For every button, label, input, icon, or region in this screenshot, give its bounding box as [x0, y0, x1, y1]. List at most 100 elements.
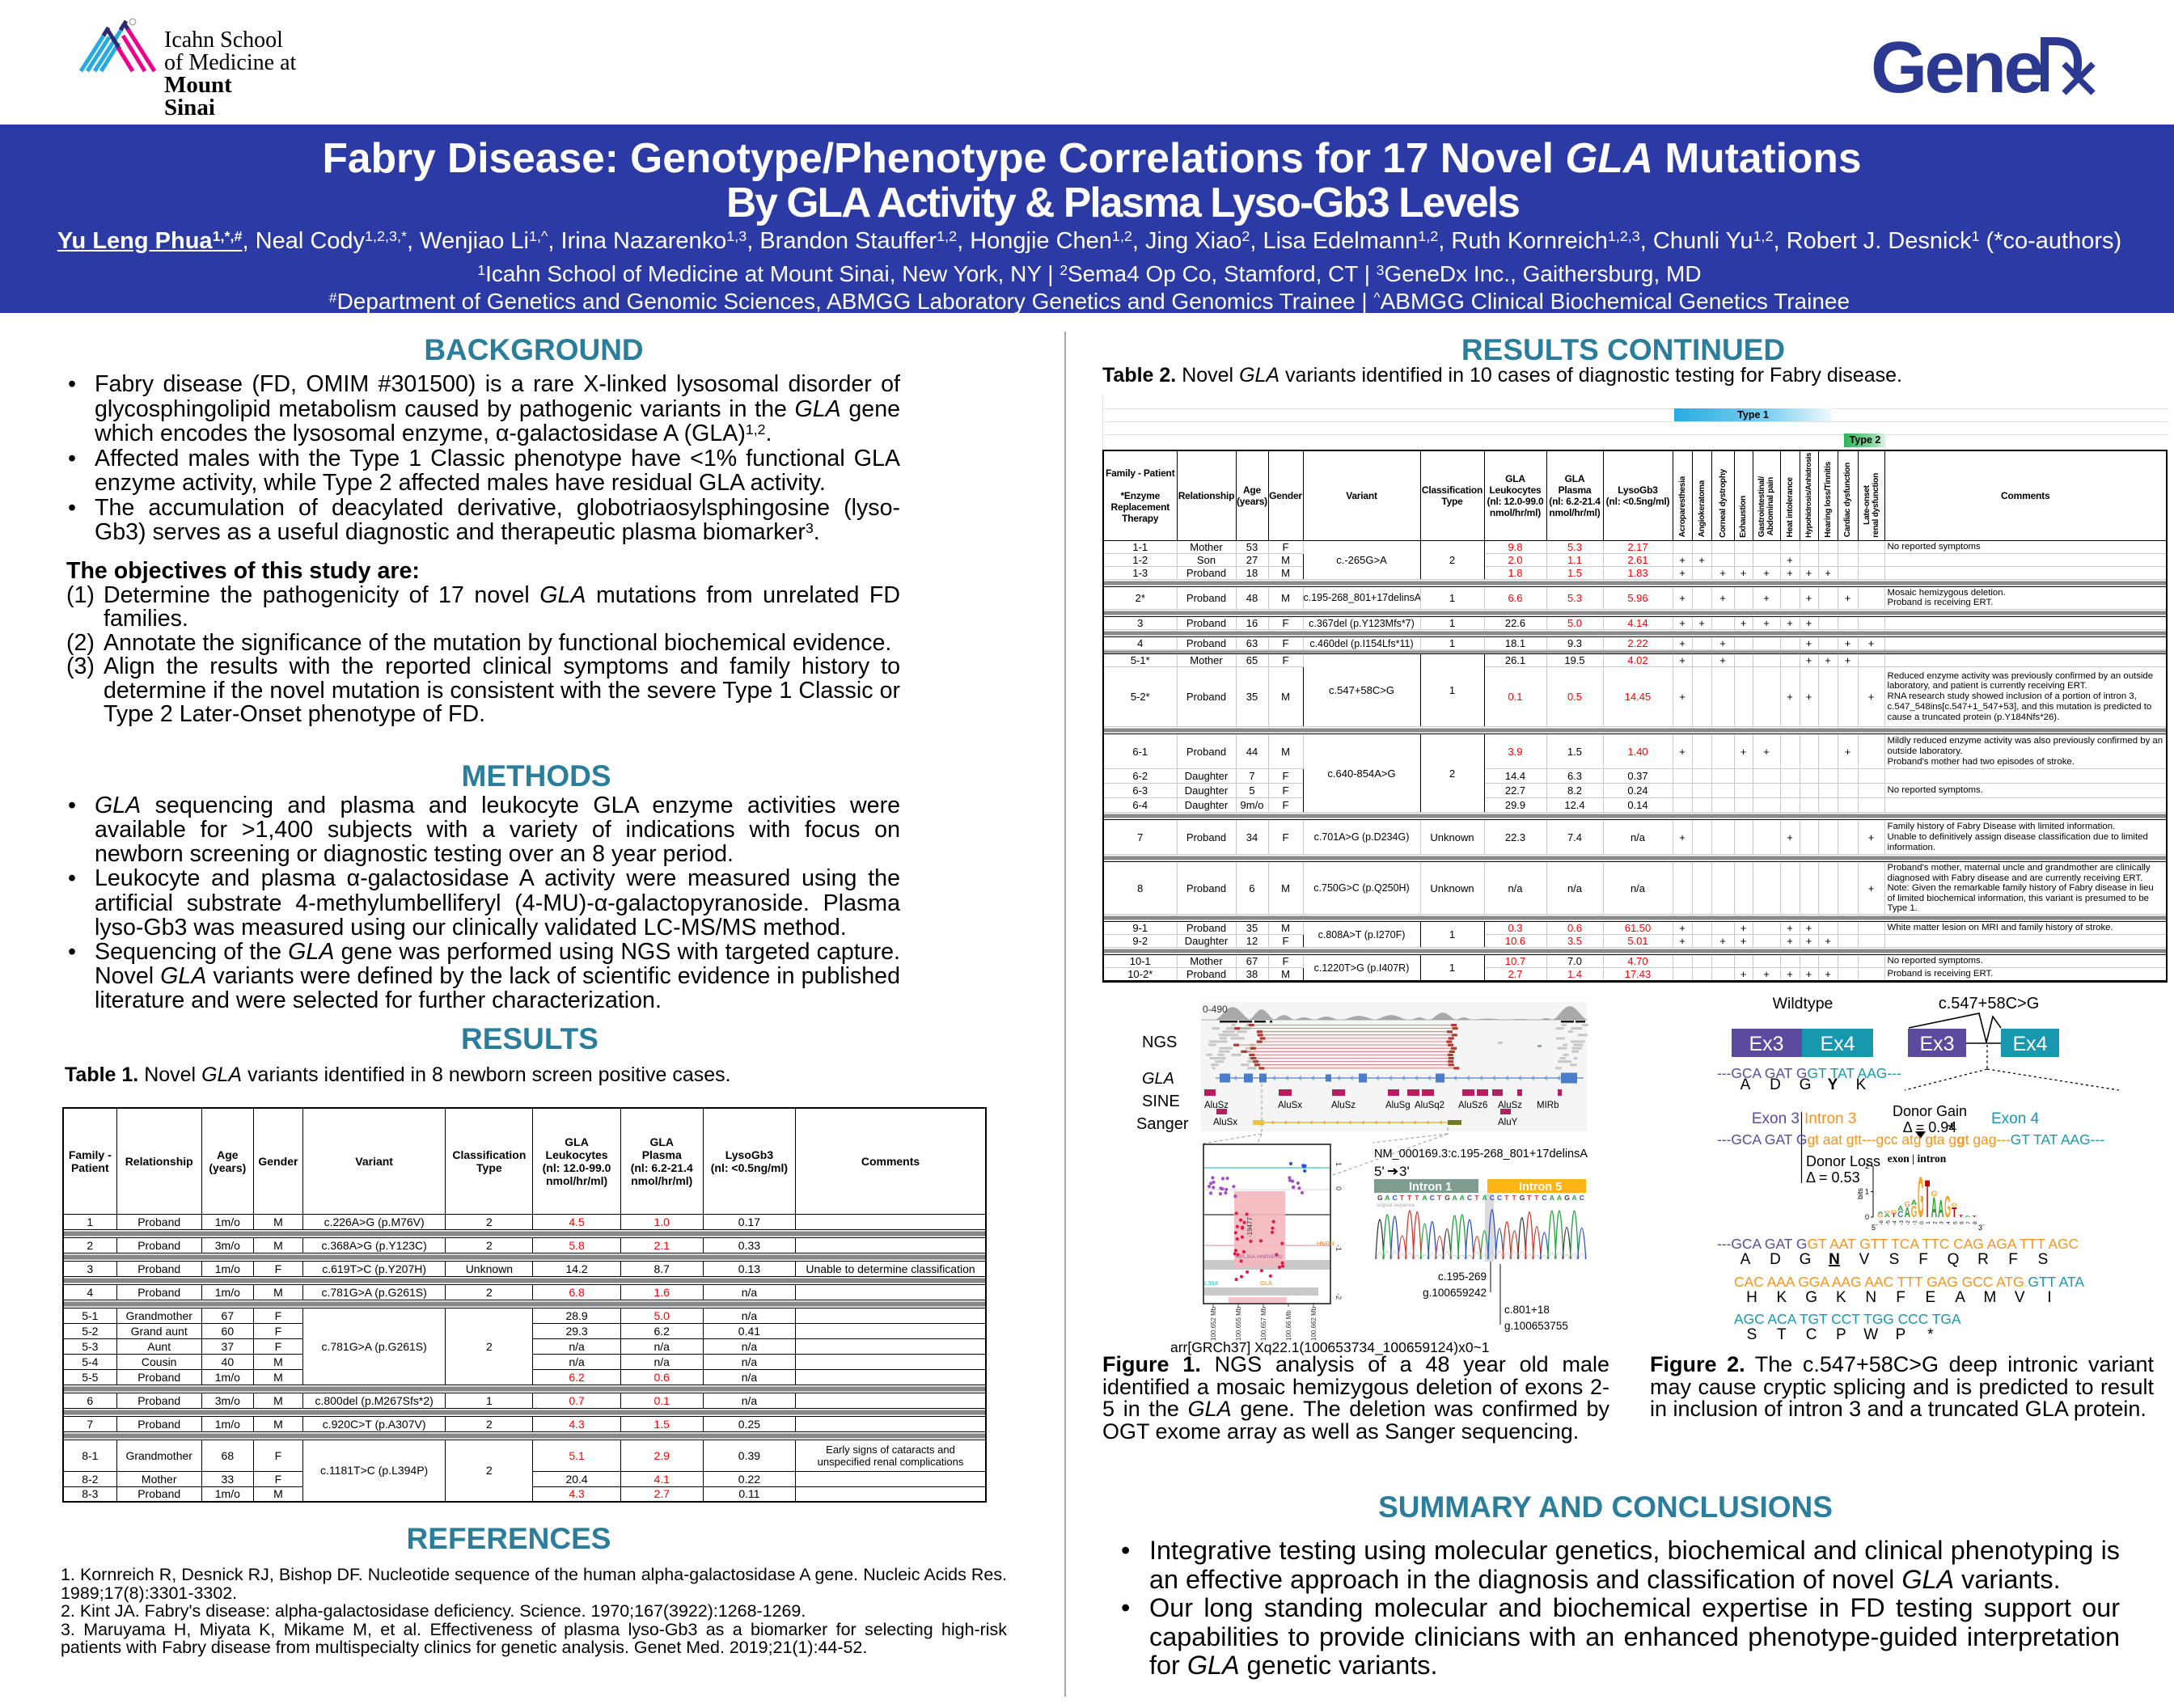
svg-text:A: A [1905, 1205, 1911, 1221]
svg-text:S: S [1747, 1326, 1757, 1343]
svg-text:P: P [1896, 1326, 1906, 1343]
svg-text:T: T [1415, 1194, 1419, 1202]
svg-text:100.652 Mb: 100.652 Mb [1210, 1306, 1217, 1341]
svg-text:Δ = 0.53: Δ = 0.53 [1806, 1169, 1860, 1186]
svg-text:K: K [1836, 1289, 1846, 1306]
svg-text:C: C [1580, 1194, 1584, 1202]
svg-text:-2: -2 [1905, 1220, 1911, 1225]
svg-text:A: A [1740, 1076, 1751, 1093]
svg-text:T: T [1474, 1194, 1479, 1202]
svg-text:T: T [1504, 1194, 1509, 1202]
svg-text:c.801+18: c.801+18 [1504, 1304, 1550, 1316]
svg-text:G: G [1951, 1202, 1957, 1208]
svg-text:1: 1 [1865, 1188, 1869, 1196]
svg-text:Intron 1: Intron 1 [1409, 1181, 1452, 1194]
svg-text:L36A: L36A [1204, 1279, 1219, 1287]
svg-text:C: C [1897, 1210, 1904, 1220]
svg-text:4: 4 [1946, 1221, 1952, 1224]
svg-text:-2: -2 [1334, 1293, 1343, 1300]
svg-text:GLA: GLA [1142, 1070, 1174, 1088]
svg-text:5´: 5´ [1872, 1224, 1878, 1232]
svg-text:1: 1 [1926, 1221, 1931, 1224]
svg-text:K: K [1856, 1076, 1867, 1093]
svg-text:A: A [1931, 1190, 1937, 1224]
svg-text:Ex3: Ex3 [1919, 1033, 1954, 1055]
svg-text:G: G [1444, 1194, 1450, 1202]
svg-text:G: G [1884, 1210, 1890, 1214]
svg-text:A: A [1897, 1205, 1904, 1212]
svg-text:HNRN: HNRN [1317, 1240, 1334, 1247]
svg-text:g.100659242: g.100659242 [1423, 1287, 1487, 1299]
svg-text:T: T [1952, 1205, 1956, 1221]
svg-text:C: C [1806, 1326, 1817, 1343]
svg-text:A: A [1965, 1215, 1971, 1217]
svg-text:AluSz6: AluSz6 [1458, 1101, 1487, 1110]
svg-text:K: K [1776, 1289, 1787, 1306]
svg-text:I: I [2047, 1289, 2051, 1306]
svg-text:G: G [1891, 1209, 1897, 1214]
svg-text:C: C [1542, 1194, 1547, 1202]
svg-text:Exon 3: Exon 3 [1752, 1110, 1800, 1127]
svg-text:CAC AAA GGA AAG AAC TTT GAG GC: CAC AAA GGA AAG AAC TTT GAG GCC ATG GTT … [1734, 1274, 2084, 1290]
svg-text:G: G [1377, 1194, 1383, 1202]
svg-text:NM_000169.3:c.195-268_801+17de: NM_000169.3:c.195-268_801+17delinsA [1374, 1148, 1588, 1161]
svg-text:100.662 Mb: 100.662 Mb [1310, 1306, 1318, 1341]
svg-text:T: T [1407, 1194, 1412, 1202]
svg-text:C: C [1393, 1194, 1398, 1202]
svg-text:*: * [1927, 1326, 1934, 1343]
svg-text:A: A [1482, 1194, 1487, 1202]
svg-text:C: C [1467, 1194, 1472, 1202]
svg-text:G: G [1800, 1251, 1812, 1268]
svg-text:bits: bits [1856, 1188, 1864, 1200]
svg-text:AluSz: AluSz [1204, 1101, 1229, 1110]
svg-text:*: * [1948, 1119, 1955, 1141]
svg-text:G: G [1564, 1194, 1570, 1202]
svg-text:Y: Y [1828, 1076, 1838, 1093]
svg-text:1: 1 [1334, 1162, 1343, 1166]
svg-text:6: 6 [1960, 1221, 1965, 1224]
svg-text:Exon 4: Exon 4 [1991, 1110, 2040, 1127]
svg-text:100.655 Mb: 100.655 Mb [1235, 1306, 1242, 1341]
svg-text:V: V [2015, 1289, 2025, 1306]
svg-text:-5: -5 [1885, 1220, 1891, 1225]
svg-text:G: G [1805, 1289, 1817, 1306]
svg-text:F: F [1918, 1251, 1928, 1268]
svg-text:AluSg: AluSg [1385, 1101, 1411, 1110]
svg-text:G: G [1931, 1190, 1938, 1199]
svg-text:G: G [1904, 1201, 1910, 1208]
svg-text:AluSz: AluSz [1331, 1101, 1356, 1110]
svg-text:G: G [1877, 1213, 1884, 1218]
svg-text:Donor Gain: Donor Gain [1893, 1103, 1967, 1119]
svg-text:A: A [1955, 1289, 1965, 1306]
svg-text:AluSz: AluSz [1498, 1101, 1522, 1110]
svg-text:-1: -1 [1334, 1245, 1343, 1251]
svg-text:2: 2 [1932, 1221, 1938, 1224]
svg-text:original sequence: original sequence [1377, 1203, 1415, 1208]
svg-text:100.657 Mb: 100.657 Mb [1260, 1306, 1267, 1341]
svg-text:C: C [1490, 1194, 1495, 1202]
svg-text:2: 2 [1865, 1162, 1869, 1170]
svg-text:A: A [1423, 1194, 1427, 1202]
svg-text:MIRb: MIRb [1537, 1101, 1559, 1110]
svg-text:c.547+58C>G: c.547+58C>G [1939, 995, 2040, 1013]
svg-text:c.195-269: c.195-269 [1438, 1270, 1487, 1283]
svg-text:Intron 3: Intron 3 [1804, 1110, 1856, 1127]
svg-text:T: T [1925, 1169, 1930, 1228]
svg-text:AluSx: AluSx [1278, 1101, 1302, 1110]
svg-text:G: G [1911, 1203, 1918, 1221]
svg-text:E: E [1925, 1289, 1935, 1306]
svg-text:Sanger: Sanger [1136, 1115, 1189, 1133]
svg-text:A: A [1911, 1199, 1917, 1207]
svg-text:Sinai: Sinai [164, 95, 215, 120]
svg-text:A: A [1740, 1251, 1751, 1268]
svg-text:M: M [1983, 1289, 1996, 1306]
svg-text:-3: -3 [1899, 1220, 1905, 1225]
svg-text:GLA: GLA [1260, 1279, 1272, 1287]
svg-text:Ex3: Ex3 [1749, 1033, 1783, 1055]
svg-text:T: T [1959, 1214, 1965, 1218]
svg-text:AGC ACA TGT CCT TGG CCC TGA: AGC ACA TGT CCT TGG CCC TGA [1734, 1311, 1961, 1327]
svg-text:R: R [1977, 1251, 1989, 1268]
svg-text:F: F [2008, 1251, 2018, 1268]
svg-text:T: T [1534, 1194, 1539, 1202]
svg-text:A: A [1557, 1194, 1562, 1202]
